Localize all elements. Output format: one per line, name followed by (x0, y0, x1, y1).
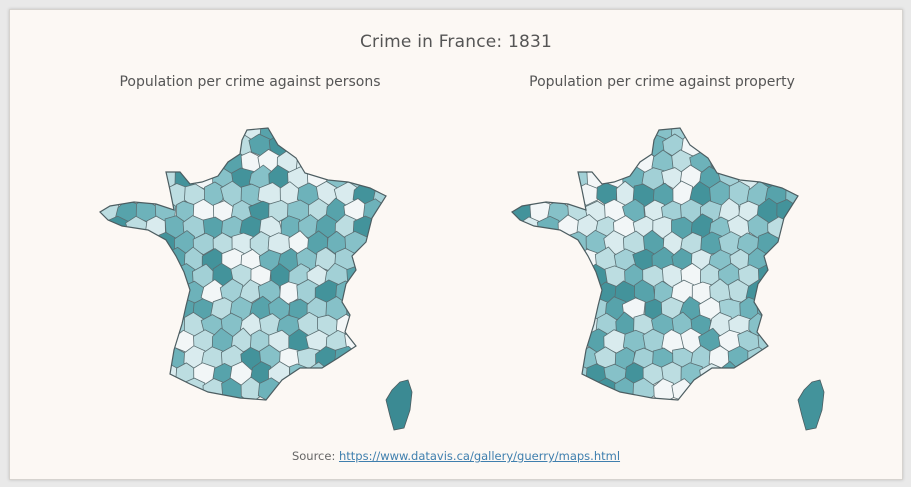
departments-group (512, 128, 798, 404)
persons-map-title: Population per crime against persons (119, 74, 381, 90)
department-region[interactable] (757, 264, 781, 288)
department-region[interactable] (154, 362, 178, 386)
property-choropleth-map[interactable] (502, 110, 862, 440)
departments-group (100, 128, 386, 400)
france-outline (99, 127, 387, 401)
source-link[interactable]: https://www.datavis.ca/gallery/guerry/ma… (338, 449, 621, 463)
department-region[interactable] (346, 265, 369, 289)
source-label: Source: (291, 449, 336, 463)
property-map-title: Population per crime against property (529, 74, 795, 90)
department-region[interactable] (192, 232, 216, 256)
corsica-region[interactable] (385, 379, 413, 431)
france-outline (511, 127, 799, 401)
source-note: Source: https://www.datavis.ca/gallery/g… (10, 449, 902, 463)
dashboard-frame: Crime in France: 1831 Population per cri… (9, 9, 903, 480)
dashboard-title: Crime in France: 1831 (359, 32, 553, 52)
department-region[interactable] (747, 346, 771, 373)
corsica-region[interactable] (797, 379, 825, 431)
department-region[interactable] (653, 378, 675, 404)
persons-choropleth-map[interactable] (90, 110, 450, 440)
